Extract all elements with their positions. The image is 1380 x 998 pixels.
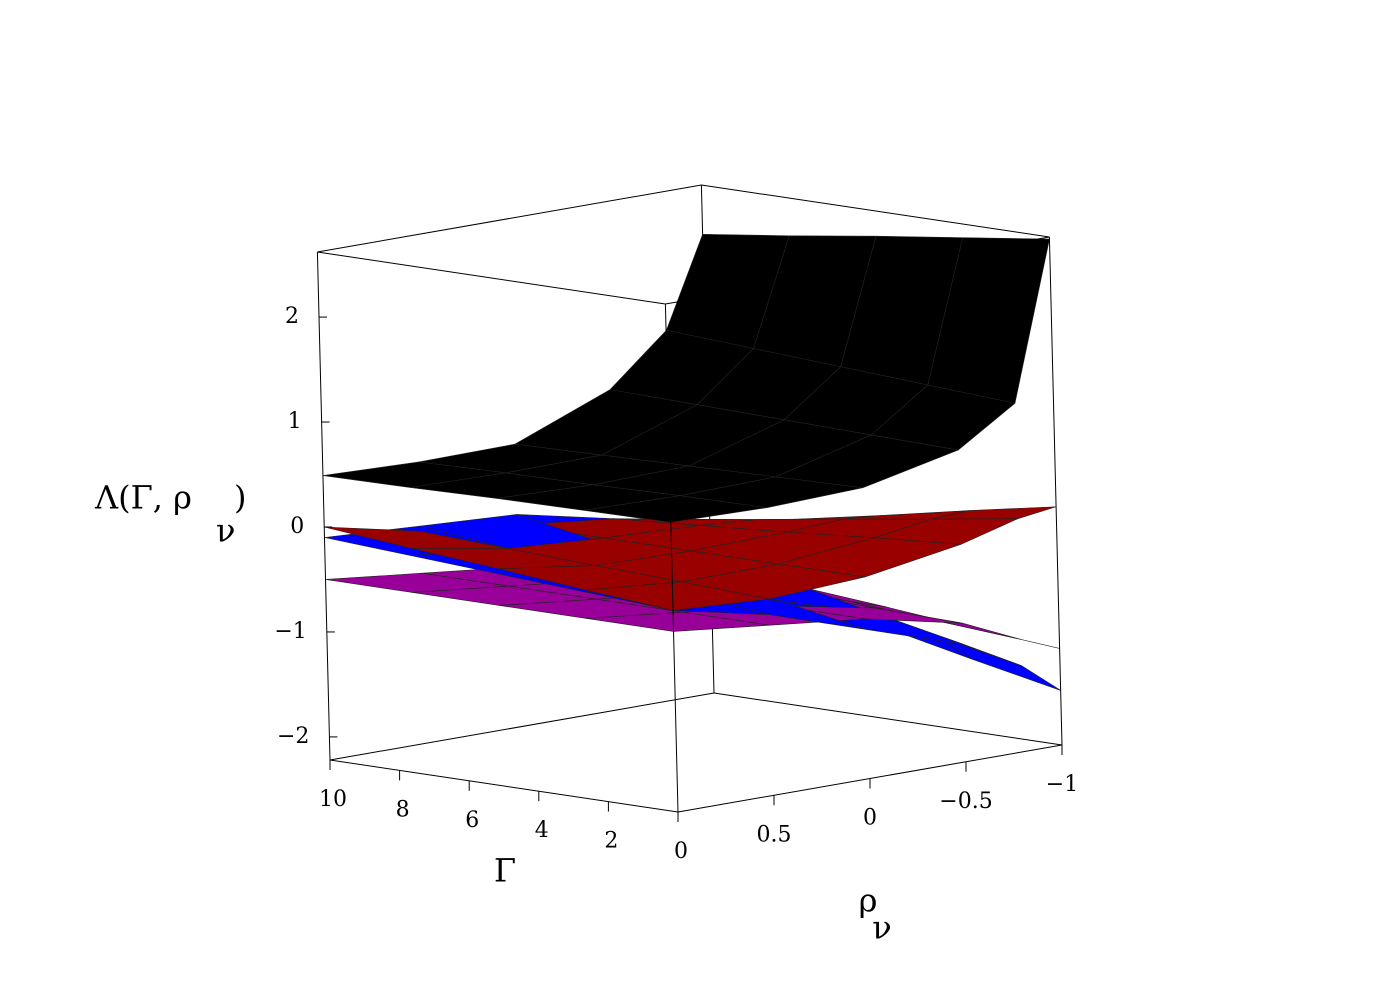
surface-cell xyxy=(585,581,770,611)
z-tick-label: 1 xyxy=(288,409,302,434)
y-tick-label: −0.5 xyxy=(939,789,992,814)
z-tick-label: 2 xyxy=(285,304,299,329)
z-tick-label: −2 xyxy=(277,724,309,749)
x-tick-label: 10 xyxy=(319,787,347,812)
z-axis-label-close: ) xyxy=(234,479,246,517)
surface-cell xyxy=(583,495,768,523)
x-axis-label: Γ xyxy=(494,852,516,890)
box-edge xyxy=(329,692,715,761)
box-edge xyxy=(317,251,666,305)
z-axis-label: Λ(Γ, ρ xyxy=(94,479,192,517)
box-edge xyxy=(329,759,679,813)
y-tick-label: −1 xyxy=(1046,772,1078,797)
box-edge xyxy=(1048,236,1063,746)
x-tick-label: 6 xyxy=(465,808,479,833)
box-edge xyxy=(713,692,1063,746)
z-axis-label-sub: ν xyxy=(216,512,235,550)
box-edge xyxy=(701,184,1050,238)
y-tick-label: 0.5 xyxy=(757,822,792,847)
x-tick-label: 2 xyxy=(604,829,618,854)
box-edge xyxy=(316,251,331,761)
x-tick-label: 4 xyxy=(535,818,549,843)
y-tick-label: 0 xyxy=(863,806,877,831)
z-tick-label: −1 xyxy=(274,619,306,644)
box-edge xyxy=(317,184,702,253)
box-edge xyxy=(665,236,1050,305)
x-tick-label: 8 xyxy=(396,797,410,822)
x-tick-label: 0 xyxy=(674,839,688,864)
y-axis-label: ρ xyxy=(859,882,878,920)
z-tick-label: 0 xyxy=(290,514,304,539)
y-axis-label-sub: ν xyxy=(872,909,891,947)
box-edge xyxy=(664,303,679,813)
surface-cell xyxy=(933,634,1061,691)
surface-cell xyxy=(586,611,771,632)
